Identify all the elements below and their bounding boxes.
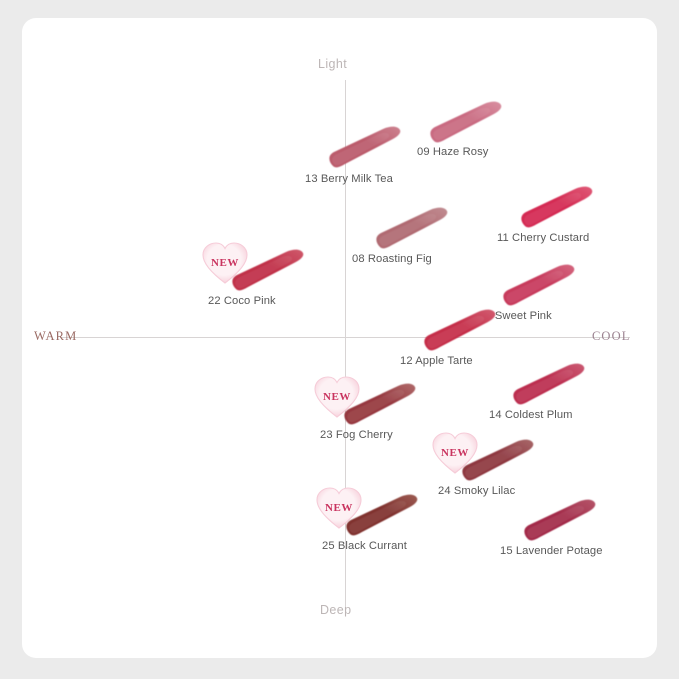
swatch-shape — [344, 383, 416, 425]
new-badge: NEW — [316, 487, 362, 531]
new-badge-text: NEW — [324, 502, 354, 514]
lipstick-swatch-stroke — [420, 306, 498, 361]
shade-label: 22 Coco Pink — [208, 295, 276, 307]
new-badge-text: NEW — [210, 257, 240, 269]
horizontal-axis-line — [60, 337, 630, 338]
shade-label: 12 Apple Tarte — [400, 355, 473, 367]
lipstick-swatch-stroke — [520, 496, 598, 551]
shade-label: 13 Berry Milk Tea — [305, 173, 393, 185]
swatch-shape — [232, 249, 304, 291]
axis-label-light: Light — [318, 57, 348, 71]
axis-label-warm: WARM — [34, 329, 78, 343]
lipstick-swatch-stroke — [517, 183, 595, 238]
lipstick-swatch-stroke — [499, 261, 577, 316]
shade-matrix-card: Light Deep WARM COOL 09 Haze Rosy 13 Berr… — [22, 18, 657, 658]
shade-label: 09 Haze Rosy — [417, 146, 489, 158]
shade-label: 15 Lavender Potage — [500, 545, 603, 557]
lipstick-swatch-stroke — [342, 491, 420, 546]
axis-label-deep: Deep — [320, 603, 352, 617]
lipstick-swatch-stroke — [426, 98, 504, 153]
swatch-shape — [513, 363, 585, 405]
axis-label-cool: COOL — [592, 329, 631, 343]
shade-label: 11 Cherry Custard — [497, 232, 590, 244]
heart-icon — [202, 242, 248, 284]
lipstick-swatch-stroke — [458, 436, 536, 491]
new-badge: NEW — [314, 376, 360, 420]
shade-label: 25 Black Currant — [322, 540, 407, 552]
new-badge: NEW — [432, 432, 478, 476]
shade-matrix-plot: Light Deep WARM COOL 09 Haze Rosy 13 Berr… — [22, 18, 657, 658]
lipstick-swatch-stroke — [325, 123, 403, 178]
shade-label: 10 Sweet Pink — [479, 310, 552, 322]
swatch-shape — [521, 186, 593, 228]
swatch-shape — [462, 439, 534, 481]
new-badge: NEW — [202, 242, 248, 286]
swatch-shape — [376, 207, 448, 249]
shade-label: 23 Fog Cherry — [320, 429, 393, 441]
vertical-axis-line — [345, 80, 346, 610]
heart-icon — [316, 487, 362, 529]
shade-label: 14 Coldest Plum — [489, 409, 573, 421]
new-badge-text: NEW — [440, 447, 470, 459]
shade-label: 08 Roasting Fig — [352, 253, 432, 265]
lipstick-swatch-stroke — [372, 204, 450, 259]
swatch-shape — [503, 264, 575, 306]
swatch-shape — [346, 494, 418, 536]
lipstick-swatch-stroke — [340, 380, 418, 435]
shade-label: 24 Smoky Lilac — [438, 485, 516, 497]
lipstick-swatch-stroke — [228, 246, 306, 301]
swatch-shape — [430, 101, 502, 143]
heart-icon — [432, 432, 478, 474]
swatch-shape — [329, 126, 401, 168]
swatch-shape — [424, 309, 496, 351]
swatch-shape — [524, 499, 596, 541]
new-badge-text: NEW — [322, 391, 352, 403]
lipstick-swatch-stroke — [509, 360, 587, 415]
heart-icon — [314, 376, 360, 418]
